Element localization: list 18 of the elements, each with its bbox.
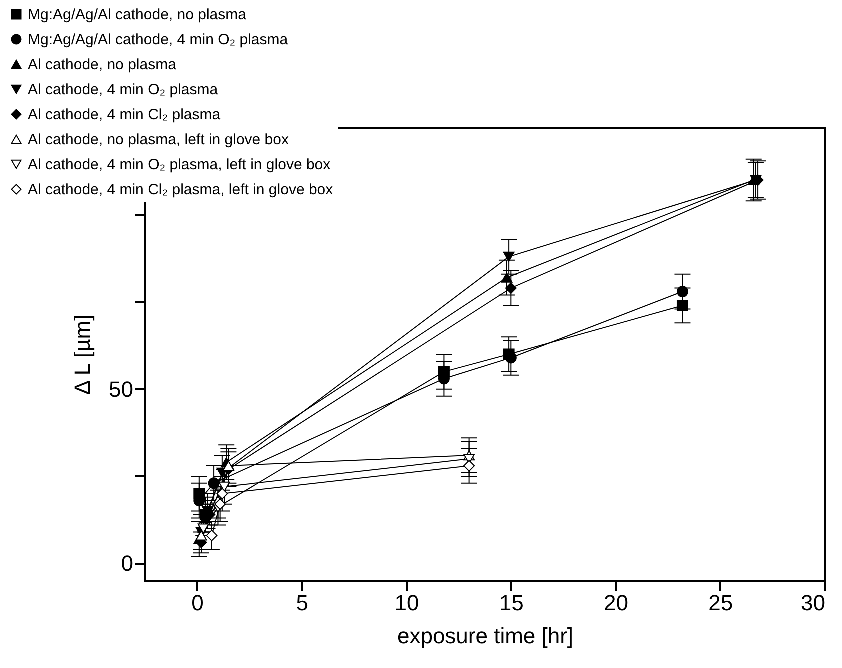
x-tick-label: 25 — [708, 590, 734, 616]
legend-label: Mg:Ag/Ag/Al cathode, 4 min O₂ plasma — [28, 32, 289, 48]
x-tick-label: 10 — [394, 590, 420, 616]
x-tick-label: 15 — [499, 590, 524, 616]
legend-label: Mg:Ag/Ag/Al cathode, no plasma — [28, 6, 248, 24]
legend-label: Al cathode, 4 min O₂ plasma — [28, 82, 219, 98]
legend-label: Al cathode, 4 min O₂ plasma, left in glove box — [28, 156, 332, 174]
legend-label: Al cathode, no plasma, left in glove box — [28, 132, 290, 148]
x-tick-label: 30 — [801, 590, 826, 616]
legend-label: Al cathode, no plasma — [28, 56, 178, 74]
y-axis-title: Δ L [µm] — [70, 314, 96, 396]
x-tick-label: 0 — [192, 590, 204, 616]
x-tick-label: 20 — [604, 590, 629, 616]
x-axis-title: exposure time [hr] — [397, 624, 574, 648]
legend-label: Al cathode, 4 min Cl₂ plasma — [28, 106, 222, 124]
y-tick-label: 50 — [109, 376, 134, 402]
legend-label: Al cathode, 4 min Cl₂ plasma, left in glove box — [28, 182, 334, 198]
x-tick-label: 5 — [296, 590, 309, 616]
